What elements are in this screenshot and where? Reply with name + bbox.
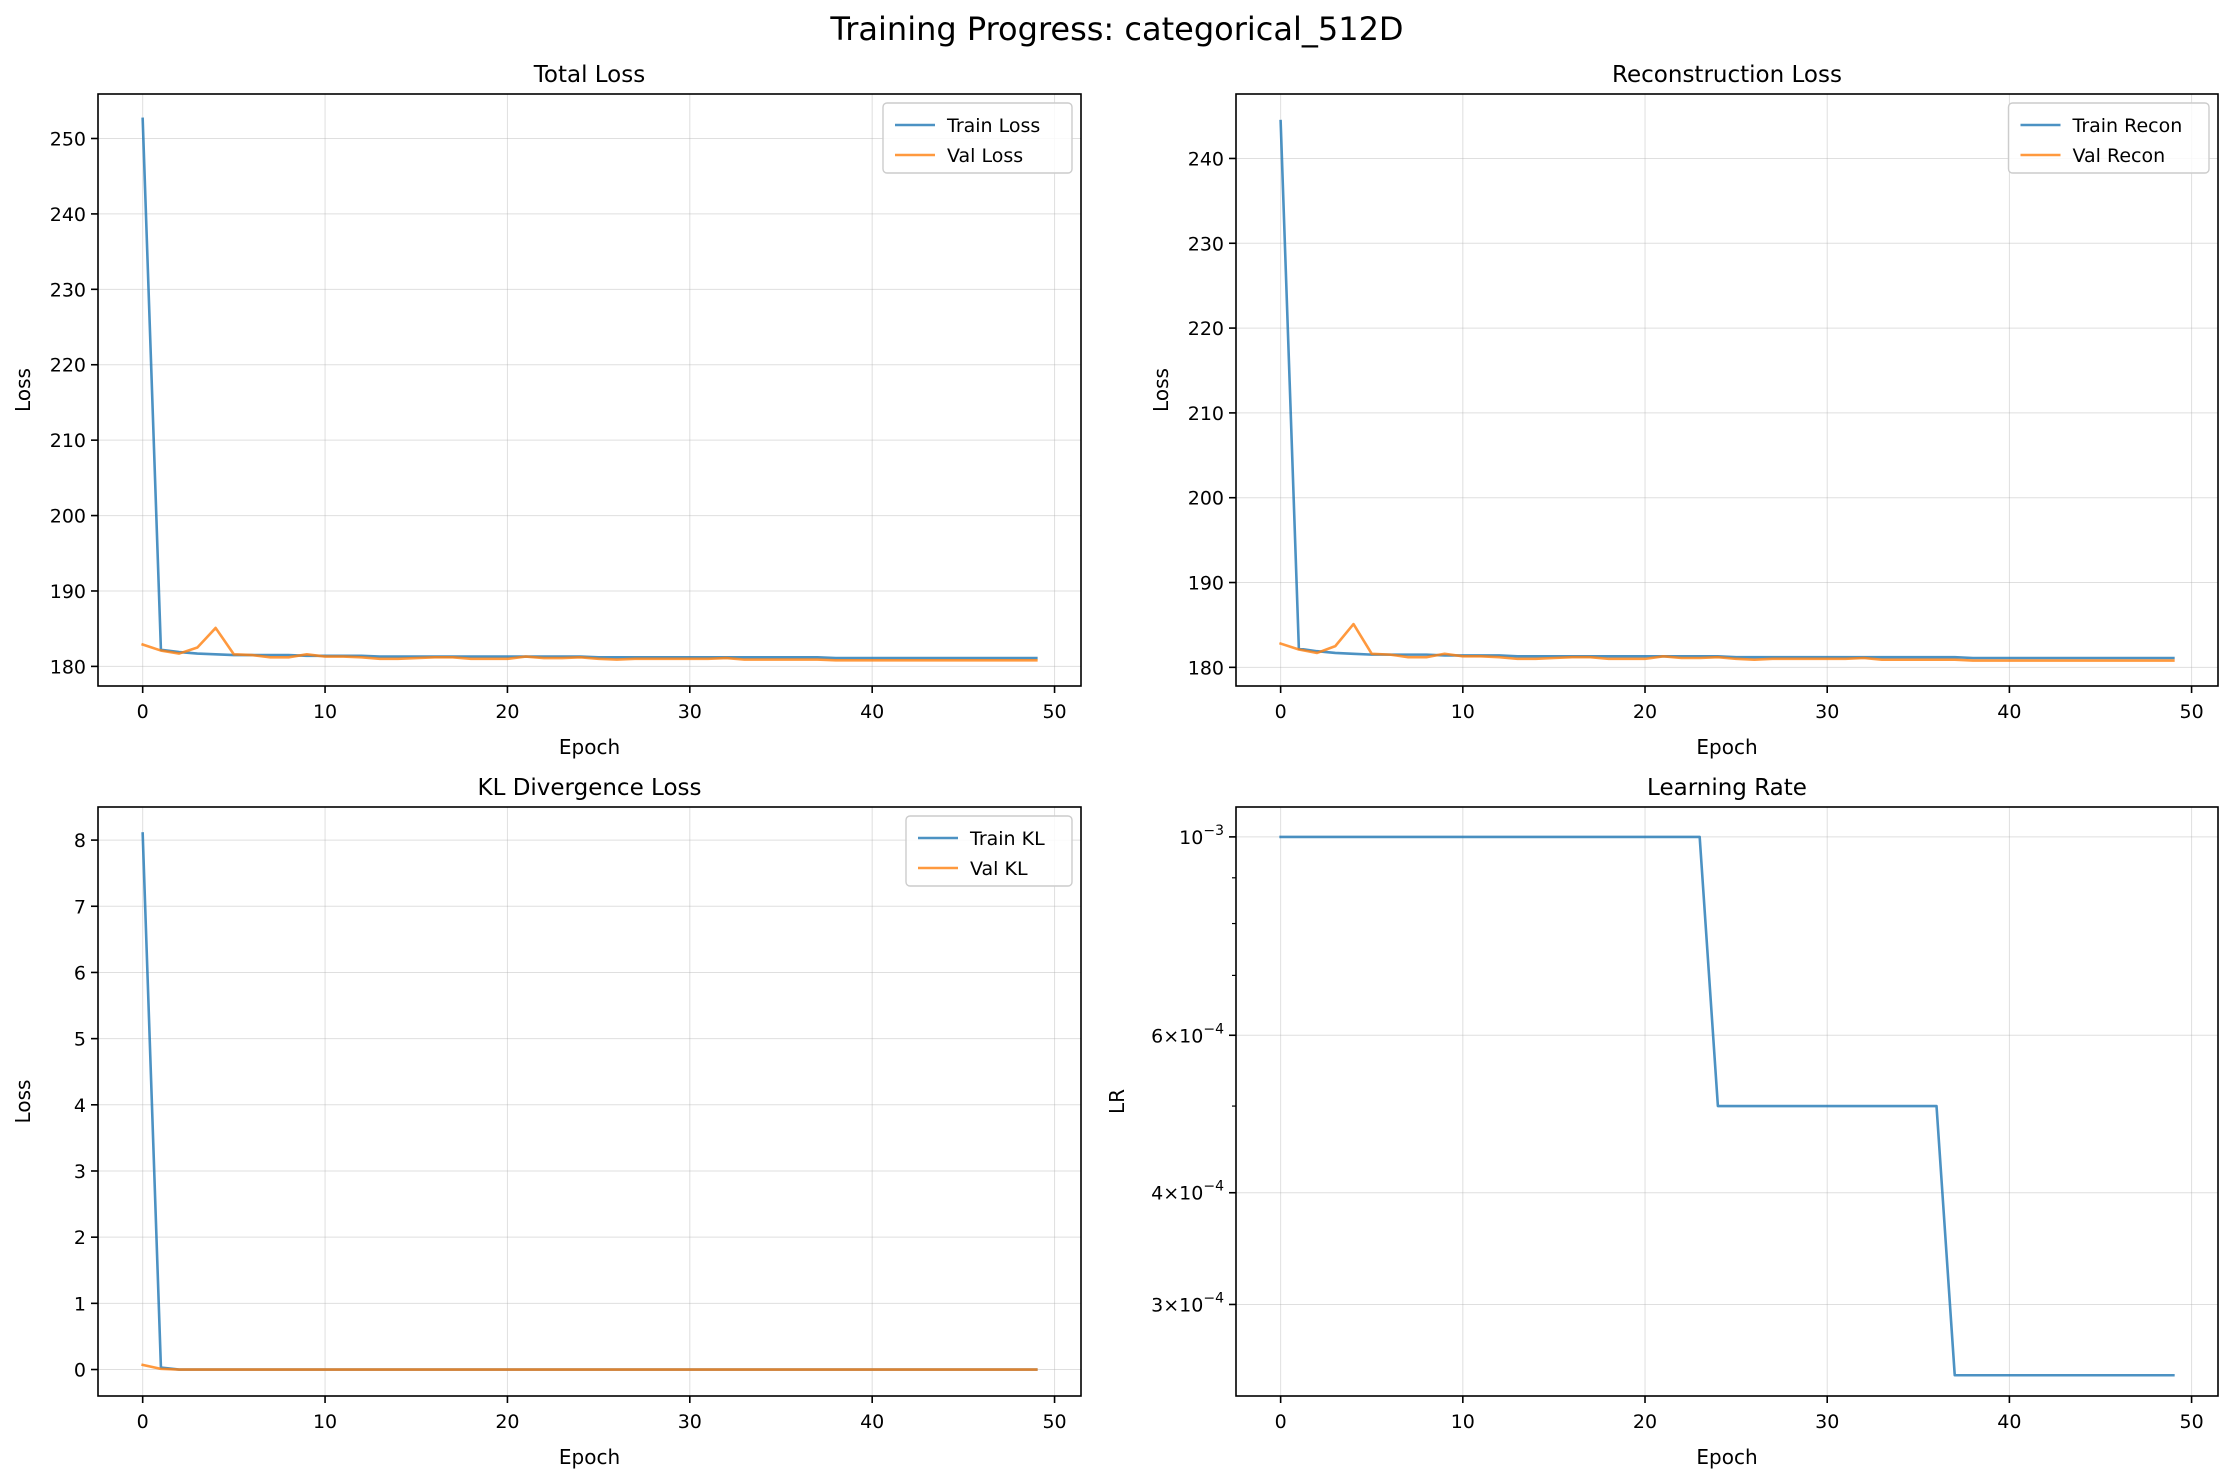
y-tick-label: 3 <box>74 1161 86 1183</box>
x-tick-label: 30 <box>1815 1411 1839 1433</box>
chart-panel-recon: 0 10 20 30 40 50 180 190 200 210 220 230 240 Reconstr… <box>1149 62 2219 759</box>
y-tick-label: 5 <box>74 1029 86 1051</box>
series-line-train-loss <box>141 117 1038 660</box>
y-tick-label: 4 <box>74 1095 86 1117</box>
legend-label: Val Recon <box>2073 145 2166 167</box>
legend-label: Train Recon <box>2072 115 2183 137</box>
x-axis-label: Epoch <box>559 1445 620 1469</box>
y-tick-label: 230 <box>1188 233 1224 255</box>
series-line-val-recon <box>1279 622 2175 662</box>
panel-title: KL Divergence Loss <box>477 775 701 801</box>
y-tick-label: 220 <box>50 355 86 377</box>
y-tick-label: 210 <box>1188 403 1224 425</box>
chart-panel-lr: 0 10 20 30 40 50 10−3 6×10−4 4×10−4 3×10−4 Learnin… <box>1105 775 2219 1469</box>
x-tick-label: 10 <box>313 1411 337 1433</box>
figure-title: Training Progress: categorical_512D <box>829 10 1403 48</box>
legend: Train KL Val KL <box>905 815 1073 887</box>
panel-title: Total Loss <box>533 62 645 88</box>
x-tick-label: 40 <box>860 701 884 723</box>
x-tick-label: 10 <box>1451 701 1475 723</box>
grid-lines <box>1236 94 2218 686</box>
legend: Train Recon Val Recon <box>2007 102 2210 174</box>
y-tick-label: 2 <box>74 1227 86 1249</box>
series-line-train-recon <box>1279 119 2175 660</box>
y-tick-label: 240 <box>1188 148 1224 170</box>
chart-panel-kl: 0 10 20 30 40 50 0 1 2 3 4 5 6 7 8 KL Divergence Loss Ep… <box>11 775 1082 1469</box>
x-tick-label: 0 <box>137 1411 149 1433</box>
y-tick-label: 240 <box>50 204 86 226</box>
y-tick-label: 200 <box>50 506 86 528</box>
x-tick-label: 20 <box>1633 1411 1657 1433</box>
y-axis-label: LR <box>1105 1089 1129 1114</box>
x-tick-label: 0 <box>1275 701 1287 723</box>
axes-frame <box>1235 806 2219 1397</box>
y-tick-label: 8 <box>74 830 86 852</box>
x-tick-label: 20 <box>1633 701 1657 723</box>
panel-title: Reconstruction Loss <box>1612 62 1842 88</box>
x-tick-label: 10 <box>1451 1411 1475 1433</box>
y-tick-label: 3×10−4 <box>1151 1290 1224 1316</box>
x-tick-label: 0 <box>1275 1411 1287 1433</box>
legend: Train Loss Val Loss <box>882 102 1073 174</box>
x-tick-label: 40 <box>1997 1411 2021 1433</box>
y-tick-label: 7 <box>74 896 86 918</box>
y-tick-label: 10−3 <box>1179 823 1224 849</box>
y-tick-label: 180 <box>50 656 86 678</box>
legend-label: Val Loss <box>947 145 1023 167</box>
y-tick-label: 180 <box>1188 657 1224 679</box>
x-tick-label: 40 <box>860 1411 884 1433</box>
series-line-lr <box>1279 835 2175 1377</box>
x-tick-label: 50 <box>1042 1411 1066 1433</box>
y-tick-label: 210 <box>50 430 86 452</box>
series-line-val-kl <box>141 1363 1038 1371</box>
grid-lines <box>98 94 1081 686</box>
grid-lines <box>1236 807 2218 1396</box>
x-tick-label: 10 <box>313 701 337 723</box>
legend-label: Train Loss <box>946 115 1040 137</box>
axes-frame <box>97 93 1082 687</box>
legend-label: Val KL <box>970 858 1028 880</box>
x-axis-label: Epoch <box>1696 1445 1757 1469</box>
x-tick-label: 30 <box>678 1411 702 1433</box>
x-tick-label: 30 <box>1815 701 1839 723</box>
x-tick-label: 40 <box>1997 701 2021 723</box>
grid-lines <box>98 807 1081 1396</box>
chart-panel-total: 0 10 20 30 40 50 180 190 200 210 220 230 240 250 Total… <box>11 62 1082 759</box>
y-tick-label: 4×10−4 <box>1151 1179 1224 1205</box>
x-tick-label: 50 <box>2179 701 2203 723</box>
y-tick-label: 200 <box>1188 488 1224 510</box>
x-tick-label: 50 <box>2179 1411 2203 1433</box>
x-tick-label: 30 <box>678 701 702 723</box>
y-axis-label: Loss <box>1149 368 1173 412</box>
series-line-val-loss <box>141 626 1038 662</box>
x-tick-label: 20 <box>495 701 519 723</box>
y-tick-label: 230 <box>50 279 86 301</box>
y-tick-label: 6 <box>74 962 86 984</box>
axes-frame <box>97 806 1082 1397</box>
y-tick-label: 190 <box>50 581 86 603</box>
y-tick-label: 250 <box>50 128 86 150</box>
x-axis-label: Epoch <box>1696 735 1757 759</box>
x-axis-label: Epoch <box>559 735 620 759</box>
y-tick-label: 0 <box>74 1360 86 1382</box>
panel-title: Learning Rate <box>1647 775 1807 801</box>
x-tick-label: 20 <box>495 1411 519 1433</box>
y-tick-label: 220 <box>1188 318 1224 340</box>
x-tick-label: 50 <box>1042 701 1066 723</box>
legend-label: Train KL <box>969 828 1045 850</box>
y-axis-label: Loss <box>11 368 35 412</box>
y-tick-label: 190 <box>1188 573 1224 595</box>
y-tick-label: 1 <box>74 1293 86 1315</box>
y-axis-label: Loss <box>11 1080 35 1124</box>
series-line-train-kl <box>141 832 1038 1371</box>
y-tick-label: 6×10−4 <box>1151 1021 1224 1047</box>
x-tick-label: 0 <box>137 701 149 723</box>
axes-frame <box>1235 93 2219 687</box>
